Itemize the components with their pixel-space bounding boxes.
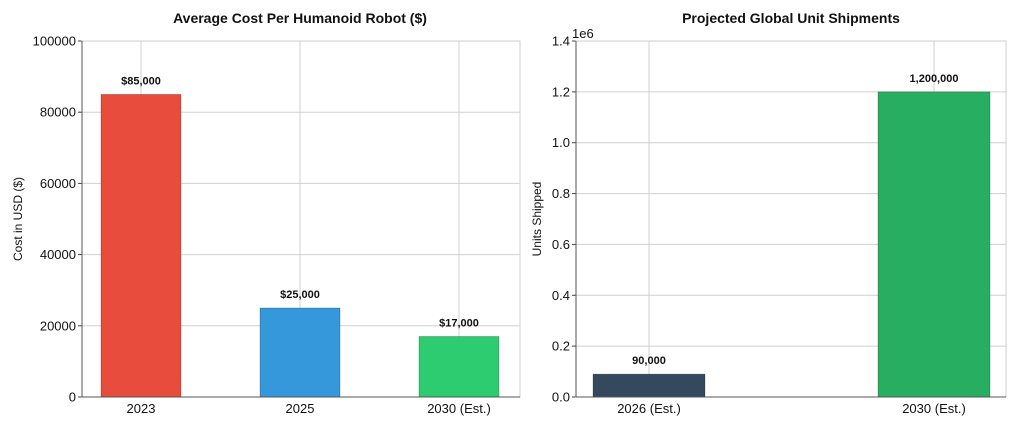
y-tick-label: 0 [69,390,76,405]
y-axis-label: Units Shipped [530,182,544,257]
data-label: $85,000 [121,75,161,87]
bar-2 [877,91,991,398]
y-tick-label: 80000 [40,105,76,120]
x-tick-label: 2030 (Est.) [427,401,491,416]
y-tick-label: 100000 [33,34,76,49]
y-tick-label: 60000 [40,176,76,191]
data-label: 1,200,000 [910,73,959,85]
data-label: $25,000 [280,289,320,301]
data-label: 90,000 [632,355,666,367]
y-tick-label: 0.4 [552,288,570,303]
y-tick-label: 40000 [40,247,76,262]
y-axis-label: Cost in USD ($) [11,177,25,261]
y-tick-label: 1.4 [552,34,570,49]
bar-2 [259,307,341,398]
y-tick-label: 20000 [40,318,76,333]
bar-3 [418,336,500,398]
bar-1 [592,373,706,398]
chart-title: Average Cost Per Humanoid Robot ($) [173,10,427,26]
x-tick-label: 2023 [127,401,156,416]
bar-1 [100,94,182,398]
x-tick-label: 2030 (Est.) [902,401,966,416]
y-tick-label: 1.2 [552,84,570,99]
chart-panel-1: 0 20000 40000 60000 80000 100000 $85,000 $25,00… [11,10,521,416]
x-tick-label: 2026 (Est.) [617,401,681,416]
y-tick-label: 0.0 [552,390,570,405]
data-label: $17,000 [439,317,479,329]
chart-panel-2: 0.0 0.2 0.4 0.6 0.8 1.0 1.2 1.4 90,000 1,200,000 2… [530,10,1007,416]
y-tick-label: 0.2 [552,339,570,354]
y-tick-label: 1.0 [552,135,570,150]
x-tick-label: 2025 [286,401,315,416]
y-tick-label: 0.8 [552,186,570,201]
chart-title: Projected Global Unit Shipments [682,10,900,26]
y-tick-label: 0.6 [552,237,570,252]
y-axis-offset-text: 1e6 [572,26,594,41]
